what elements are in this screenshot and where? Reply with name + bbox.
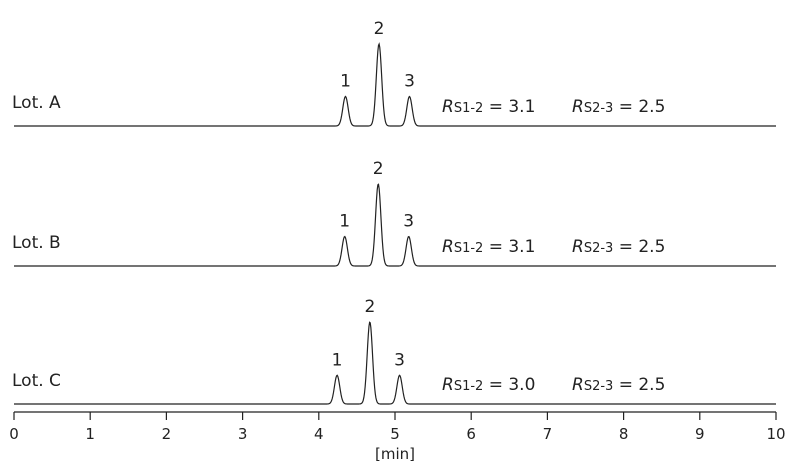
trace-line-3 [14,321,776,405]
series-label: Lot. A [12,93,61,113]
peak-label-1: 1 [339,212,350,232]
peak-label-1: 1 [340,72,351,92]
resolution-annotation: RS1-2 = 3.1 [442,237,535,257]
resolution-annotation: RS2-3 = 2.5 [572,97,665,117]
x-tick-label: 4 [314,425,324,443]
x-tick-label: 8 [619,425,629,443]
x-tick-label: 6 [466,425,476,443]
x-tick-label: 7 [543,425,553,443]
x-tick-label: 0 [9,425,19,443]
x-tick-label: 2 [162,425,172,443]
resolution-annotation: RS2-3 = 2.5 [572,237,665,257]
resolution-annotation: RS2-3 = 2.5 [572,375,665,395]
peak-label-2: 2 [374,19,385,39]
peak-label-3: 3 [403,212,414,232]
resolution-annotation: RS1-2 = 3.1 [442,97,535,117]
x-tick-label: 10 [766,425,785,443]
peak-label-1: 1 [332,350,343,370]
trace-line-2 [14,183,776,267]
peak-label-2: 2 [373,159,384,179]
series-label: Lot. B [12,233,61,253]
x-tick-label: 1 [85,425,95,443]
resolution-annotation: RS1-2 = 3.0 [442,375,535,395]
series-label: Lot. C [12,371,61,391]
x-tick-label: 9 [695,425,705,443]
peak-label-2: 2 [364,297,375,317]
peak-label-3: 3 [404,72,415,92]
x-tick-label: 3 [238,425,248,443]
trace-line-1 [14,42,776,127]
x-tick-label: 5 [390,425,400,443]
peak-label-3: 3 [394,350,405,370]
x-axis-title: [min] [375,445,415,463]
